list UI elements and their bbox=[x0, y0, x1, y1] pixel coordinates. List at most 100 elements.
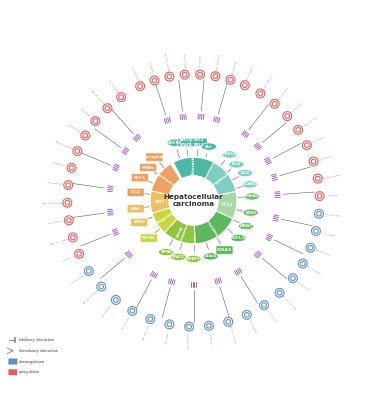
Text: Apoptosis: Apoptosis bbox=[210, 171, 231, 189]
Text: Inhibitory interaction: Inhibitory interaction bbox=[19, 338, 54, 342]
FancyBboxPatch shape bbox=[9, 369, 17, 375]
FancyBboxPatch shape bbox=[127, 188, 144, 196]
Text: HMGA2: HMGA2 bbox=[244, 194, 259, 198]
Text: circRNA-5692: circRNA-5692 bbox=[67, 124, 81, 133]
Ellipse shape bbox=[238, 223, 253, 230]
Text: circ_0001649: circ_0001649 bbox=[130, 67, 139, 81]
Text: circ_0001649: circ_0001649 bbox=[47, 182, 63, 185]
Ellipse shape bbox=[167, 139, 182, 146]
Text: Hepatocellular
carcinoma: Hepatocellular carcinoma bbox=[164, 194, 223, 207]
Text: SOCS1: SOCS1 bbox=[168, 141, 182, 145]
Text: hsa_circ_0067934: hsa_circ_0067934 bbox=[215, 52, 220, 74]
Wedge shape bbox=[173, 157, 214, 179]
Text: SMP2: SMP2 bbox=[134, 221, 145, 225]
FancyBboxPatch shape bbox=[131, 218, 148, 227]
Wedge shape bbox=[152, 208, 177, 233]
Text: circ_LHFPL2: circ_LHFPL2 bbox=[312, 136, 326, 143]
Text: circ_HIPK2: circ_HIPK2 bbox=[200, 55, 202, 67]
Text: circ_0072309: circ_0072309 bbox=[71, 273, 85, 284]
Ellipse shape bbox=[201, 143, 217, 150]
Text: Proliferation: Proliferation bbox=[192, 151, 195, 182]
Text: circRNA-5692: circRNA-5692 bbox=[183, 53, 185, 69]
Text: PCBP1: PCBP1 bbox=[187, 257, 200, 261]
Wedge shape bbox=[216, 192, 237, 219]
Text: circMYLK: circMYLK bbox=[209, 334, 212, 344]
Text: circABCB10: circABCB10 bbox=[52, 162, 65, 167]
Text: hsa_circ_0001649: hsa_circ_0001649 bbox=[83, 288, 100, 304]
Text: GLI2: GLI2 bbox=[240, 171, 250, 175]
FancyBboxPatch shape bbox=[9, 358, 17, 365]
Text: macrophage: macrophage bbox=[141, 155, 168, 159]
Text: FGFR5: FGFR5 bbox=[142, 236, 156, 240]
Text: hsa_circ_1379: hsa_circ_1379 bbox=[315, 249, 331, 257]
Text: circABCB10: circABCB10 bbox=[148, 61, 153, 74]
FancyBboxPatch shape bbox=[216, 246, 233, 254]
Ellipse shape bbox=[244, 193, 259, 200]
FancyBboxPatch shape bbox=[140, 163, 157, 172]
Text: circ_0067934: circ_0067934 bbox=[297, 281, 310, 292]
Text: circ_0067934: circ_0067934 bbox=[102, 304, 113, 317]
Text: upregulation: upregulation bbox=[19, 370, 40, 374]
Text: hsa_circ_0072309: hsa_circ_0072309 bbox=[300, 116, 319, 129]
Text: circ_0003998: circ_0003998 bbox=[277, 87, 289, 100]
Text: circ_SORE: circ_SORE bbox=[323, 232, 335, 237]
Text: downregulation: downregulation bbox=[19, 360, 45, 364]
Text: hsa_circ_100338: hsa_circ_100338 bbox=[50, 238, 70, 245]
Text: Exosomes: Exosomes bbox=[155, 172, 177, 190]
Ellipse shape bbox=[186, 255, 201, 263]
Text: circ_0072309: circ_0072309 bbox=[267, 309, 277, 323]
FancyBboxPatch shape bbox=[178, 138, 195, 147]
Text: CCL2: CCL2 bbox=[130, 190, 141, 194]
Text: Akt: Akt bbox=[205, 145, 212, 149]
Ellipse shape bbox=[242, 181, 257, 188]
Text: circ_0003998: circ_0003998 bbox=[324, 213, 340, 217]
Text: hsa_circ_0000267: hsa_circ_0000267 bbox=[164, 53, 170, 74]
Text: SNAI: SNAI bbox=[130, 207, 141, 211]
Wedge shape bbox=[150, 191, 170, 213]
Text: circ_0003998: circ_0003998 bbox=[188, 332, 190, 348]
Text: EZH2: EZH2 bbox=[245, 211, 256, 215]
Ellipse shape bbox=[243, 209, 258, 216]
Text: MKI67: MKI67 bbox=[240, 224, 253, 228]
Text: Stimulatory interaction: Stimulatory interaction bbox=[19, 349, 58, 353]
Text: circ_0005075: circ_0005075 bbox=[48, 220, 63, 225]
Text: JAK1/2
STAT3: JAK1/2 STAT3 bbox=[180, 138, 193, 147]
FancyBboxPatch shape bbox=[190, 138, 207, 146]
FancyBboxPatch shape bbox=[131, 174, 148, 182]
Text: FGF1,2: FGF1,2 bbox=[231, 236, 246, 240]
Text: circ_0006282: circ_0006282 bbox=[231, 59, 237, 75]
Text: hsa_circ_100338: hsa_circ_100338 bbox=[321, 174, 341, 179]
Text: circ_0076305: circ_0076305 bbox=[121, 315, 130, 330]
Wedge shape bbox=[164, 219, 195, 244]
Text: hsa_circ_0067934: hsa_circ_0067934 bbox=[91, 90, 106, 107]
Text: TPMD: TPMD bbox=[160, 250, 172, 254]
Text: circDLC1: circDLC1 bbox=[62, 257, 72, 262]
Text: PRKCA: PRKCA bbox=[223, 152, 236, 156]
Text: hsa_circ_0001649: hsa_circ_0001649 bbox=[281, 294, 296, 311]
Text: CDK4/6: CDK4/6 bbox=[217, 248, 232, 252]
Text: circ_0005075: circ_0005075 bbox=[319, 154, 334, 160]
Ellipse shape bbox=[238, 170, 253, 177]
Text: circ_0005075: circ_0005075 bbox=[248, 320, 257, 334]
Wedge shape bbox=[151, 164, 180, 195]
Text: Drug
resistance: Drug resistance bbox=[174, 219, 190, 246]
Text: PPARa: PPARa bbox=[141, 166, 155, 170]
Text: CCAB5: CCAB5 bbox=[243, 182, 257, 186]
Ellipse shape bbox=[158, 249, 174, 256]
Text: circ_0006282: circ_0006282 bbox=[108, 79, 118, 93]
Text: circMYLK: circMYLK bbox=[328, 195, 338, 196]
Text: hsa_circ_100338: hsa_circ_100338 bbox=[228, 325, 235, 344]
Text: EMT: EMT bbox=[154, 200, 165, 204]
Ellipse shape bbox=[171, 253, 186, 261]
Text: hsa_circ_1379: hsa_circ_1379 bbox=[142, 324, 149, 340]
Text: hsa_circ_0000267: hsa_circ_0000267 bbox=[55, 141, 75, 151]
Text: circ_HIPK2: circ_HIPK2 bbox=[80, 108, 90, 117]
Text: CCL4: CCL4 bbox=[221, 202, 233, 207]
Circle shape bbox=[169, 176, 218, 225]
Text: REL1
REL2: REL1 REL2 bbox=[194, 138, 204, 147]
Text: Metastasis: Metastasis bbox=[203, 217, 221, 241]
Text: Cd4e4: Cd4e4 bbox=[204, 254, 217, 258]
Text: circ_0076305: circ_0076305 bbox=[307, 266, 322, 275]
Text: circ_0000267: circ_0000267 bbox=[291, 101, 304, 113]
Text: Angiogenesis: Angiogenesis bbox=[150, 208, 180, 229]
